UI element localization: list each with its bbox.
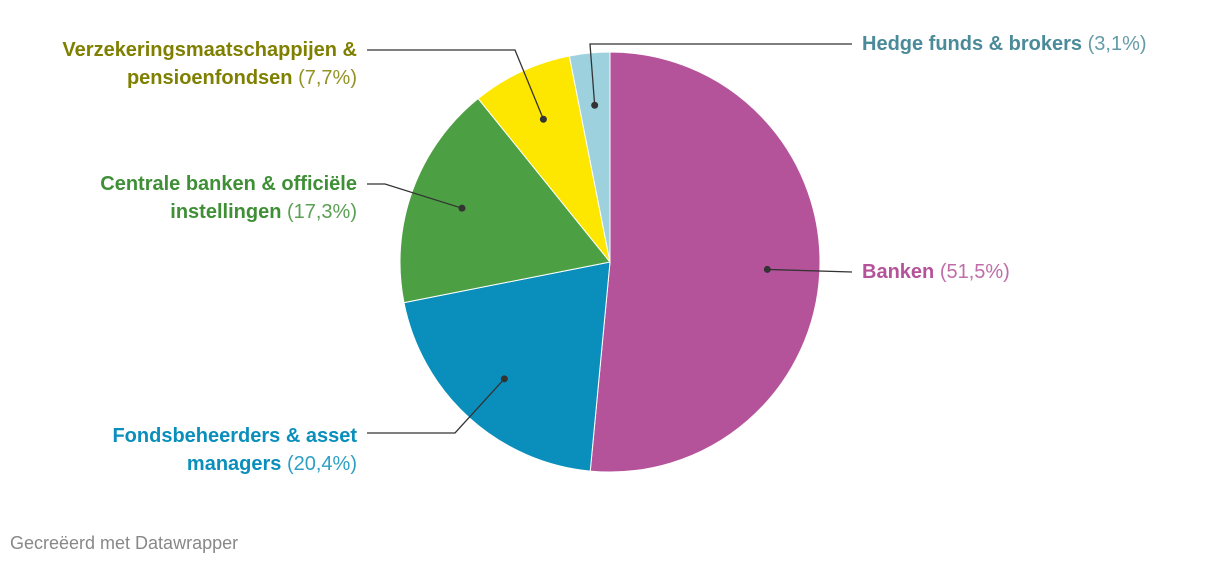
value-label: (7,7%) bbox=[298, 67, 357, 89]
slice-label: Verzekeringsmaatschappijen & pensioenfon… bbox=[0, 36, 357, 92]
leader-line bbox=[589, 43, 852, 106]
slice-label: Hedge funds & brokers (3,1%) bbox=[862, 30, 1147, 58]
leader-line bbox=[367, 183, 463, 209]
value-label: (20,4%) bbox=[286, 453, 357, 475]
category-label: Fondsbeheerders & asset managers bbox=[112, 425, 357, 475]
pie-slice bbox=[477, 55, 611, 263]
leader-line bbox=[367, 378, 505, 434]
leader-dot bbox=[539, 115, 547, 123]
leader-dot bbox=[591, 101, 599, 109]
value-label: (51,5%) bbox=[939, 261, 1010, 283]
leader-dot bbox=[500, 375, 508, 383]
category-label: Verzekeringsmaatschappijen & pensioenfon… bbox=[62, 39, 357, 89]
pie-slice bbox=[589, 51, 821, 473]
pie-slice bbox=[568, 51, 611, 263]
category-label: Hedge funds & brokers bbox=[862, 33, 1083, 55]
value-label: (17,3%) bbox=[286, 201, 357, 223]
leader-dot bbox=[763, 265, 771, 273]
category-label: Centrale banken & officiële instellingen bbox=[100, 173, 357, 223]
footer: Gecreëerd met Datawrapper bbox=[10, 533, 239, 553]
leader-dot bbox=[458, 204, 466, 212]
slice-label: Banken (51,5%) bbox=[862, 258, 1010, 286]
pie-slice bbox=[399, 97, 611, 304]
slice-label: Centrale banken & officiële instellingen… bbox=[57, 170, 357, 226]
leader-line bbox=[767, 268, 853, 273]
value-label: (3,1%) bbox=[1087, 33, 1147, 55]
leader-line bbox=[367, 49, 544, 120]
slice-label: Fondsbeheerders & asset managers (20,4%) bbox=[67, 422, 357, 478]
category-label: Banken bbox=[862, 261, 935, 283]
